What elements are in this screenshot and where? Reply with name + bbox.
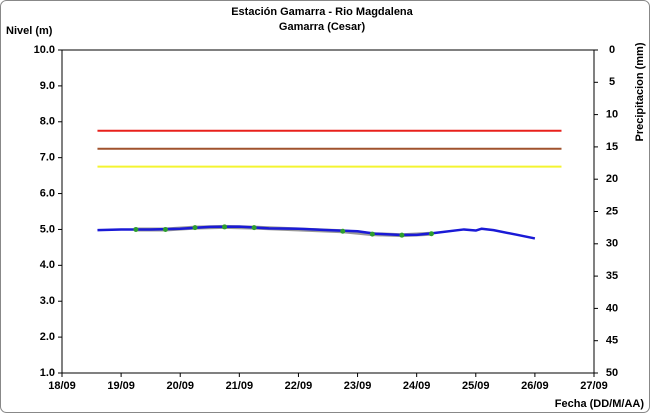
y-tick-label: 9.0 (40, 80, 55, 92)
data-point (192, 225, 198, 231)
x-tick-label: 24/09 (403, 380, 431, 392)
y-tick-label: 5.0 (40, 223, 55, 235)
y2-tick-label: 5 (609, 76, 615, 88)
y-axis-label: Nivel (m) (6, 25, 53, 37)
y-tick-label: 6.0 (40, 187, 55, 199)
chart-title: Estación Gamarra - Rio Magdalena (231, 6, 413, 18)
data-point (428, 231, 434, 237)
y2-tick-label: 35 (606, 270, 618, 282)
data-point (162, 226, 168, 232)
data-point (340, 228, 346, 234)
data-point (399, 232, 405, 238)
y2-tick-label: 0 (609, 44, 615, 56)
series-line (97, 225, 536, 240)
y2-tick-label: 45 (606, 335, 618, 347)
y-tick-label: 2.0 (40, 331, 55, 343)
y2-tick-label: 10 (606, 109, 618, 121)
y2-tick-label: 25 (606, 205, 618, 217)
x-tick-label: 21/09 (226, 380, 254, 392)
y2-tick-label: 40 (606, 302, 618, 314)
x-tick-label: 18/09 (48, 380, 76, 392)
x-tick-label: 27/09 (580, 380, 608, 392)
data-point (222, 224, 228, 230)
y-tick-label: 7.0 (40, 152, 55, 164)
x-axis-label: Fecha (DD/M/AA) (555, 398, 645, 410)
data-point (133, 226, 139, 232)
y-tick-label: 3.0 (40, 295, 55, 307)
y2-tick-label: 30 (606, 238, 618, 250)
y2-axis-label: Precipitacion (mm) (634, 42, 646, 141)
x-tick-label: 19/09 (107, 380, 135, 392)
y2-tick-label: 15 (606, 141, 618, 153)
x-tick-label: 26/09 (521, 380, 549, 392)
x-tick-label: 23/09 (344, 380, 372, 392)
data-point (369, 231, 375, 237)
y-tick-label: 8.0 (40, 116, 55, 128)
y-tick-label: 1.0 (40, 367, 55, 379)
x-tick-label: 20/09 (166, 380, 194, 392)
x-tick-label: 25/09 (462, 380, 490, 392)
y-tick-label: 4.0 (40, 259, 55, 271)
chart-subtitle: Gamarra (Cesar) (279, 21, 366, 33)
y-tick-label: 10.0 (34, 44, 55, 56)
y2-tick-label: 50 (606, 367, 618, 379)
y2-tick-label: 20 (606, 173, 618, 185)
x-tick-label: 22/09 (285, 380, 313, 392)
data-point (251, 225, 257, 231)
